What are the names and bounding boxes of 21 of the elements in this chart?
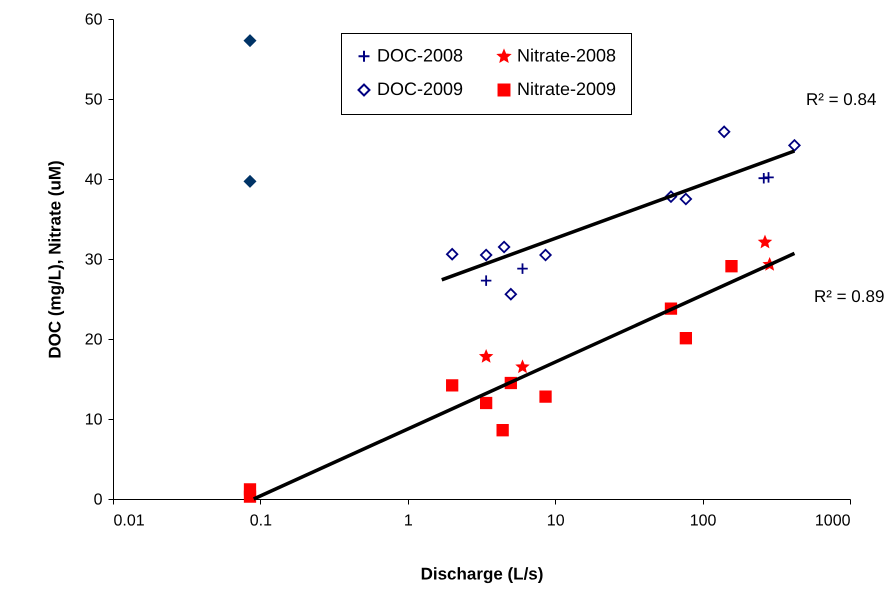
x-tick-label: 1 (404, 512, 413, 530)
legend-label: DOC-2009 (377, 79, 464, 99)
y-axis-title: DOC (mg/L), Nitrate (uM) (46, 160, 65, 359)
annotation: R² = 0.89 (814, 287, 884, 306)
y-tick-label: 20 (84, 332, 103, 348)
x-tick-label: 10 (546, 512, 565, 530)
x-tick-label: 0.1 (250, 512, 272, 530)
legend-label: Nitrate-2008 (517, 46, 616, 66)
x-tick-label: 1000 (814, 512, 851, 530)
y-tick-label: 40 (84, 172, 103, 188)
legend-label: Nitrate-2009 (517, 79, 616, 99)
annotation: R² = 0.84 (806, 90, 876, 109)
y-tick-label: 30 (84, 252, 103, 268)
legend-label: DOC-2008 (377, 45, 464, 66)
y-tick-label: 60 (84, 12, 103, 28)
y-tick-label: 0 (94, 492, 103, 508)
y-tick-label: 10 (84, 412, 103, 428)
y-tick-label: 50 (84, 92, 103, 108)
x-axis-title: Discharge (L/s) (420, 564, 544, 584)
x-tick-label: 100 (690, 512, 717, 530)
x-tick-label: 0.01 (114, 512, 145, 530)
